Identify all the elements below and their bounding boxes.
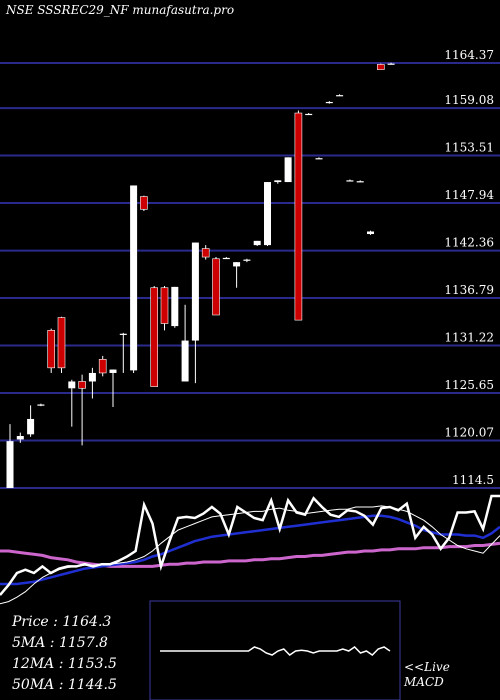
legend-50ma: 50MA : 1144.5 (12, 677, 117, 693)
candle (181, 340, 189, 382)
candle (201, 248, 210, 258)
y-tick-label: 1131.22 (444, 331, 494, 345)
candle (78, 381, 86, 389)
y-tick-label: 1147.94 (444, 188, 494, 202)
y-tick-label: 1164.37 (444, 48, 494, 62)
candle (233, 262, 241, 267)
candle (243, 259, 251, 261)
macd-line (160, 646, 391, 656)
y-tick-label: 1136.79 (444, 283, 494, 297)
candle (376, 64, 385, 70)
y-tick-label: 1142.36 (444, 236, 494, 250)
candle (109, 369, 117, 373)
candle (160, 287, 169, 324)
candle (356, 181, 364, 183)
candle (325, 101, 333, 104)
y-tick-label: 1159.08 (444, 93, 494, 107)
candle (6, 441, 14, 488)
live-label: <<Live (404, 660, 450, 674)
candle (212, 258, 220, 316)
candle (253, 240, 261, 246)
candle (284, 157, 292, 183)
macd-label: MACD (404, 675, 444, 689)
candle (336, 95, 344, 97)
candle (37, 404, 45, 406)
candle (68, 381, 76, 389)
legend-5ma: 5MA : 1157.8 (12, 635, 108, 651)
y-tick-label: 1114.5 (452, 473, 494, 487)
candle (88, 372, 96, 382)
candle (294, 112, 303, 321)
ma-short-line (0, 505, 500, 605)
ma-legend: Price : 1164.3 5MA : 1157.8 12MA : 1153.… (12, 612, 117, 696)
y-tick-label: 1125.65 (444, 378, 494, 392)
candle (222, 257, 230, 260)
candle (57, 317, 66, 369)
y-tick-label: 1153.51 (444, 141, 494, 155)
candle (171, 286, 179, 327)
live-macd-label: <<Live MACD (404, 660, 450, 690)
y-tick-label: 1120.07 (444, 426, 494, 440)
candle (367, 231, 374, 235)
candle (191, 242, 199, 341)
candle (27, 418, 35, 435)
legend-price: Price : 1164.3 (12, 614, 112, 630)
candle (305, 113, 313, 116)
candle (274, 180, 282, 183)
ma-long-line (0, 541, 500, 568)
candle (387, 63, 395, 65)
legend-12ma: 12MA : 1153.5 (12, 656, 117, 672)
candle (130, 185, 138, 371)
candle (264, 182, 271, 246)
price-line (0, 494, 500, 596)
candle (98, 359, 107, 374)
candle (346, 180, 354, 182)
candle (140, 196, 148, 210)
candle (119, 333, 127, 335)
candle (47, 330, 56, 369)
candle (315, 158, 323, 160)
candle (16, 436, 24, 440)
chart-title: NSE SSSREC29_NF munafasutra.pro (6, 3, 235, 17)
ma-mid-line (0, 514, 500, 586)
candle (150, 287, 158, 387)
